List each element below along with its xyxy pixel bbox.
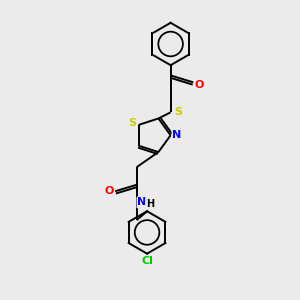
Text: S: S bbox=[128, 118, 136, 128]
Text: N: N bbox=[137, 197, 147, 207]
Text: N: N bbox=[172, 130, 182, 140]
Text: Cl: Cl bbox=[141, 256, 153, 266]
Text: O: O bbox=[104, 186, 113, 196]
Text: O: O bbox=[194, 80, 204, 90]
Text: H: H bbox=[146, 199, 154, 209]
Text: S: S bbox=[174, 107, 182, 117]
